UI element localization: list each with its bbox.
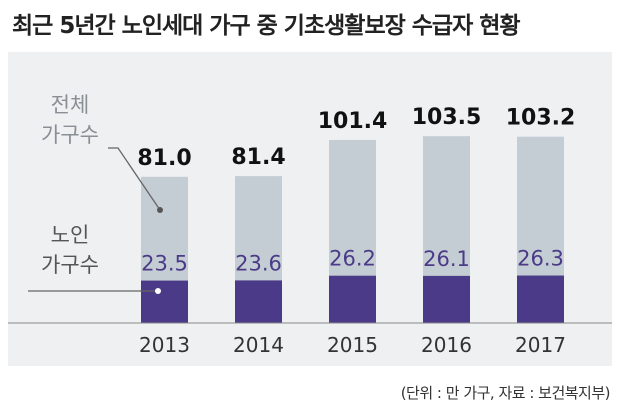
bar-chart: 81.0 23.5 81.4 23.6 101.4 26.2 103.5 26.1 103.2 2… — [8, 93, 612, 357]
legend-total-line2: 가구수 — [41, 123, 99, 147]
x-tick-2014: 2014 — [233, 333, 284, 357]
legend-elderly-line1: 노인 — [51, 223, 90, 247]
x-tick-2017: 2017 — [515, 333, 566, 357]
label-total-2014: 81.4 — [231, 145, 285, 170]
legend-group: 전체 가구수 노인 가구수 — [28, 93, 163, 294]
bar-elderly-2014 — [235, 280, 282, 323]
bar-elderly-2017 — [517, 275, 564, 323]
label-elderly-2014: 23.6 — [235, 251, 282, 275]
legend-total-leader — [108, 147, 161, 211]
chart-title: 최근 5년간 노인세대 가구 중 기초생활보장 수급자 현황 — [12, 13, 521, 39]
label-elderly-2016: 26.1 — [423, 247, 470, 271]
label-total-2013: 81.0 — [137, 146, 191, 171]
x-tick-2013: 2013 — [139, 333, 190, 357]
legend-total-dot — [157, 207, 163, 213]
label-total-2015: 101.4 — [318, 109, 388, 134]
legend-total-line1: 전체 — [51, 93, 90, 117]
bar-elderly-2013 — [141, 280, 188, 323]
label-elderly-2013: 23.5 — [141, 252, 188, 276]
x-tick-2016: 2016 — [421, 333, 472, 357]
label-elderly-2015: 26.2 — [329, 247, 376, 271]
legend-elderly-dot — [155, 288, 161, 294]
source-note: (단위 : 만 가구, 자료 : 보건복지부) — [400, 384, 611, 402]
chart-area: 81.0 23.5 81.4 23.6 101.4 26.2 103.5 26.1 103.2 2… — [8, 52, 612, 366]
bars-group: 81.0 23.5 81.4 23.6 101.4 26.2 103.5 26.1 103.2 2… — [137, 105, 575, 323]
bar-elderly-2016 — [423, 275, 470, 323]
label-elderly-2017: 26.3 — [517, 247, 564, 271]
x-tick-2015: 2015 — [327, 333, 378, 357]
label-total-2017: 103.2 — [506, 106, 576, 131]
bar-elderly-2015 — [329, 275, 376, 323]
label-total-2016: 103.5 — [412, 105, 482, 130]
legend-elderly-line2: 가구수 — [41, 253, 99, 277]
x-axis-labels: 2013 2014 2015 2016 2017 — [139, 333, 566, 357]
